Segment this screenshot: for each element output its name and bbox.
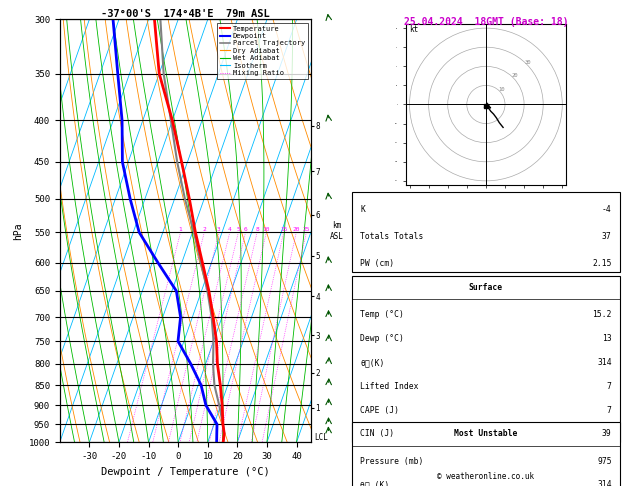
Text: Lifted Index: Lifted Index bbox=[360, 382, 418, 391]
Text: Surface: Surface bbox=[469, 283, 503, 292]
Text: 5: 5 bbox=[237, 227, 240, 232]
Text: 2: 2 bbox=[203, 227, 206, 232]
X-axis label: Dewpoint / Temperature (°C): Dewpoint / Temperature (°C) bbox=[101, 467, 270, 477]
Text: 15.2: 15.2 bbox=[593, 311, 612, 319]
Text: 13: 13 bbox=[602, 334, 612, 343]
Text: 30: 30 bbox=[525, 60, 532, 65]
Bar bbox=[352, 422, 620, 486]
Text: 314: 314 bbox=[597, 358, 612, 367]
Text: 3: 3 bbox=[217, 227, 221, 232]
Text: LCL: LCL bbox=[314, 433, 328, 442]
Text: Dewp (°C): Dewp (°C) bbox=[360, 334, 404, 343]
Text: 1: 1 bbox=[179, 227, 182, 232]
Text: Pressure (mb): Pressure (mb) bbox=[360, 456, 423, 466]
Text: θᴇ (K): θᴇ (K) bbox=[360, 480, 389, 486]
Text: 10: 10 bbox=[498, 87, 504, 91]
Bar bbox=[352, 276, 620, 442]
Y-axis label: km
ASL: km ASL bbox=[330, 221, 344, 241]
Text: CAPE (J): CAPE (J) bbox=[360, 405, 399, 415]
Y-axis label: hPa: hPa bbox=[13, 222, 23, 240]
Text: Temp (°C): Temp (°C) bbox=[360, 311, 404, 319]
Text: kt: kt bbox=[409, 25, 419, 34]
Text: 7: 7 bbox=[607, 405, 612, 415]
Text: 39: 39 bbox=[602, 429, 612, 438]
Text: 25.04.2024  18GMT (Base: 18): 25.04.2024 18GMT (Base: 18) bbox=[404, 17, 568, 27]
Text: 8: 8 bbox=[255, 227, 259, 232]
Text: © weatheronline.co.uk: © weatheronline.co.uk bbox=[437, 472, 535, 481]
Text: 4: 4 bbox=[228, 227, 231, 232]
Text: 2.15: 2.15 bbox=[593, 259, 612, 268]
Text: CIN (J): CIN (J) bbox=[360, 429, 394, 438]
Bar bbox=[352, 192, 620, 273]
Text: 314: 314 bbox=[597, 480, 612, 486]
Text: Totals Totals: Totals Totals bbox=[360, 232, 423, 241]
Text: 10: 10 bbox=[262, 227, 270, 232]
Text: 6: 6 bbox=[243, 227, 247, 232]
Text: 7: 7 bbox=[607, 382, 612, 391]
Text: 15: 15 bbox=[280, 227, 287, 232]
Text: 20: 20 bbox=[511, 73, 518, 78]
Text: K: K bbox=[360, 205, 365, 214]
Title: -37°00'S  174°4B'E  79m ASL: -37°00'S 174°4B'E 79m ASL bbox=[101, 9, 270, 18]
Text: -4: -4 bbox=[602, 205, 612, 214]
Text: 25: 25 bbox=[303, 227, 310, 232]
Text: θᴄ(K): θᴄ(K) bbox=[360, 358, 384, 367]
Text: Most Unstable: Most Unstable bbox=[454, 429, 518, 438]
Text: PW (cm): PW (cm) bbox=[360, 259, 394, 268]
Text: 975: 975 bbox=[597, 456, 612, 466]
Legend: Temperature, Dewpoint, Parcel Trajectory, Dry Adiabat, Wet Adiabat, Isotherm, Mi: Temperature, Dewpoint, Parcel Trajectory… bbox=[217, 23, 308, 79]
Text: 20: 20 bbox=[292, 227, 300, 232]
Text: 37: 37 bbox=[602, 232, 612, 241]
